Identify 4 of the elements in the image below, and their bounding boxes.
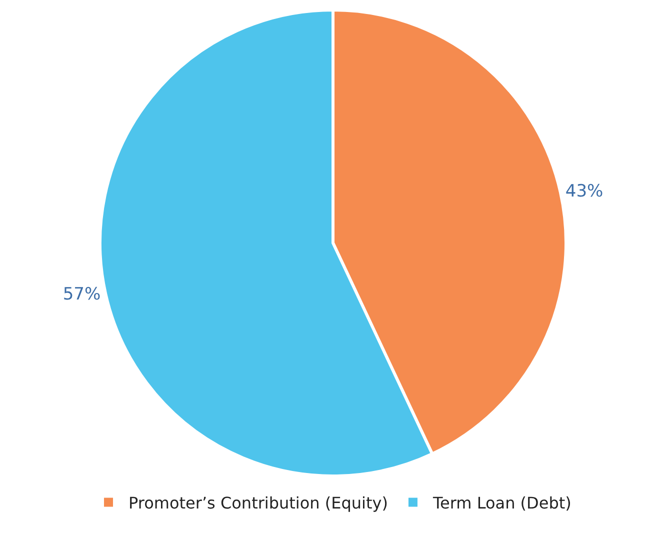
data-label: 57%	[62, 284, 101, 304]
legend-label: Promoter’s Contribution (Equity)	[128, 493, 388, 512]
legend-label: Term Loan (Debt)	[432, 493, 572, 512]
data-label: 43%	[565, 182, 604, 202]
